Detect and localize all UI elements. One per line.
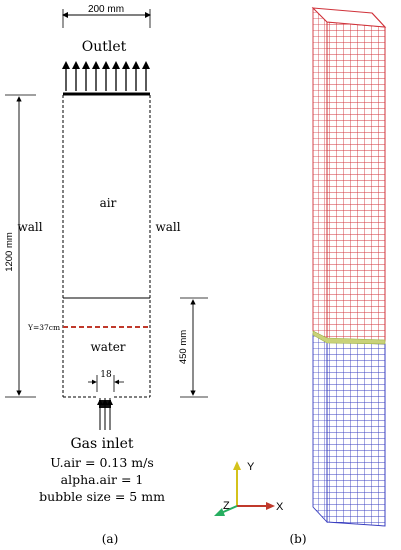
alpha-air-label: alpha.air = 1 bbox=[61, 472, 144, 487]
axis-y-label: Y bbox=[247, 461, 255, 473]
axis-y-arrowhead bbox=[233, 461, 241, 470]
level-marker-label: Y=37cm bbox=[27, 323, 60, 332]
air-label: air bbox=[100, 196, 117, 210]
panel-a: 200 mm Outlet Y=37cm air water wall wal bbox=[4, 4, 208, 546]
mesh-air-front-face bbox=[326, 21, 386, 342]
inlet-nozzle bbox=[97, 398, 113, 430]
outlet-arrows bbox=[62, 61, 150, 91]
water-dimension-label: 450 mm bbox=[178, 330, 189, 364]
axis-x-label: X bbox=[276, 501, 284, 513]
mesh-interface-band bbox=[312, 330, 386, 345]
axis-z-label: Z bbox=[223, 500, 230, 512]
u-air-label: U.air = 0.13 m/s bbox=[50, 455, 154, 470]
caption-b: (b) bbox=[289, 532, 306, 546]
axis-x-arrowhead bbox=[266, 502, 275, 510]
wall-left-label: wall bbox=[17, 220, 42, 234]
panel-b: Y X Z (b) bbox=[214, 6, 387, 546]
wall-right-label: wall bbox=[155, 220, 180, 234]
caption-a: (a) bbox=[102, 532, 119, 546]
mesh-back-edge bbox=[371, 12, 386, 28]
mesh-water-front-face bbox=[326, 341, 386, 527]
inlet-dimension-label: 18 bbox=[100, 370, 112, 380]
water-label: water bbox=[90, 340, 125, 354]
axes-triad: Y X Z bbox=[214, 461, 284, 516]
gas-inlet-label: Gas inlet bbox=[70, 436, 133, 452]
outlet-label: Outlet bbox=[82, 39, 127, 55]
bubble-size-label: bubble size = 5 mm bbox=[39, 489, 165, 504]
mesh-water-side-face bbox=[312, 333, 328, 524]
axis-z-line bbox=[220, 505, 238, 514]
axis-z-arrowhead bbox=[214, 508, 225, 516]
mesh-air-side-face bbox=[312, 6, 328, 341]
height-dimension-label: 1200 mm bbox=[4, 232, 15, 272]
width-dimension-label: 200 mm bbox=[88, 4, 124, 15]
